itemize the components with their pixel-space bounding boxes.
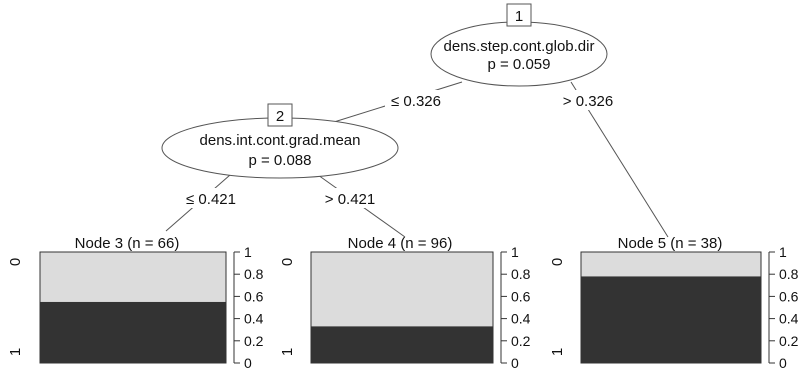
y-axis-tick-label: 1 — [511, 244, 519, 260]
node-3-bar-class-0 — [40, 252, 226, 302]
y-axis-tick-label: 0.4 — [244, 311, 264, 327]
y-axis-tick-label: 0.6 — [244, 288, 264, 304]
node-4-bar-class-0 — [311, 252, 493, 327]
y-axis-tick-label: 0.4 — [511, 311, 531, 327]
y-axis-tick-label: 0 — [511, 355, 519, 371]
node-4-y-axis: 1 0.8 0.6 0.4 0.2 0 — [500, 244, 531, 371]
edge-label-2-left: ≤ 0.421 — [186, 191, 236, 208]
node-5-class-0-label: 0 — [549, 258, 566, 266]
y-axis-tick-label: 0.6 — [511, 288, 531, 304]
y-axis-tick-label: 0.6 — [779, 288, 799, 304]
node-4-frame — [310, 251, 494, 364]
node-3-class-0-label: 0 — [7, 258, 24, 266]
y-axis-tick-label: 1 — [244, 244, 252, 260]
node-1-variable: dens.step.cont.glob.dir — [444, 38, 595, 55]
node-5-bar-class-0 — [581, 252, 761, 277]
node-5-class-1-label: 1 — [549, 348, 566, 356]
y-axis-tick-label: 0 — [244, 355, 252, 371]
edge-label-2-right: > 0.421 — [325, 191, 375, 208]
node-5-y-axis: 1 0.8 0.6 0.4 0.2 0 — [768, 244, 799, 371]
y-axis-tick-label: 0.8 — [511, 266, 531, 282]
node-4-class-1-label: 1 — [279, 348, 296, 356]
node-4-title: Node 4 (n = 96) — [348, 235, 453, 252]
terminal-node-5: Node 5 (n = 38) — [580, 235, 762, 364]
node-2-variable: dens.int.cont.grad.mean — [200, 132, 361, 149]
y-axis-tick-label: 0 — [779, 355, 787, 371]
y-axis-tick-label: 0.2 — [244, 333, 264, 349]
node-3-title: Node 3 (n = 66) — [75, 235, 180, 252]
node-3-bar-class-1 — [40, 301, 226, 363]
node-3-class-1-label: 1 — [7, 348, 24, 356]
y-axis-tick-label: 0.8 — [244, 266, 264, 282]
node-4-bar-class-1 — [311, 326, 493, 363]
node-3-frame — [39, 251, 227, 364]
node-3-y-axis: 1 0.8 0.6 0.4 0.2 0 — [233, 244, 264, 371]
y-axis-tick-label: 0.2 — [779, 333, 799, 349]
node-1-pvalue: p = 0.059 — [488, 56, 551, 73]
y-axis-tick-label: 0.8 — [779, 266, 799, 282]
inner-node-1: 1 dens.step.cont.glob.dir p = 0.059 — [430, 3, 608, 87]
node-5-frame — [580, 251, 762, 364]
node-2-pvalue: p = 0.088 — [249, 152, 312, 169]
node-1-id: 1 — [515, 8, 523, 25]
y-axis-tick-label: 0.4 — [779, 311, 799, 327]
y-axis-tick-label: 1 — [779, 244, 787, 260]
node-4-class-0-label: 0 — [279, 258, 296, 266]
terminal-node-3: Node 3 (n = 66) — [39, 235, 227, 364]
terminal-node-4: Node 4 (n = 96) — [310, 235, 494, 364]
inner-node-2: 2 dens.int.cont.grad.mean p = 0.088 — [161, 103, 399, 179]
y-axis-tick-label: 0.2 — [511, 333, 531, 349]
edge-label-1-left: ≤ 0.326 — [391, 93, 441, 110]
edge-label-1-right: > 0.326 — [563, 93, 613, 110]
node-2-id: 2 — [276, 108, 284, 125]
node-5-bar-class-1 — [581, 276, 761, 363]
node-5-title: Node 5 (n = 38) — [618, 235, 723, 252]
